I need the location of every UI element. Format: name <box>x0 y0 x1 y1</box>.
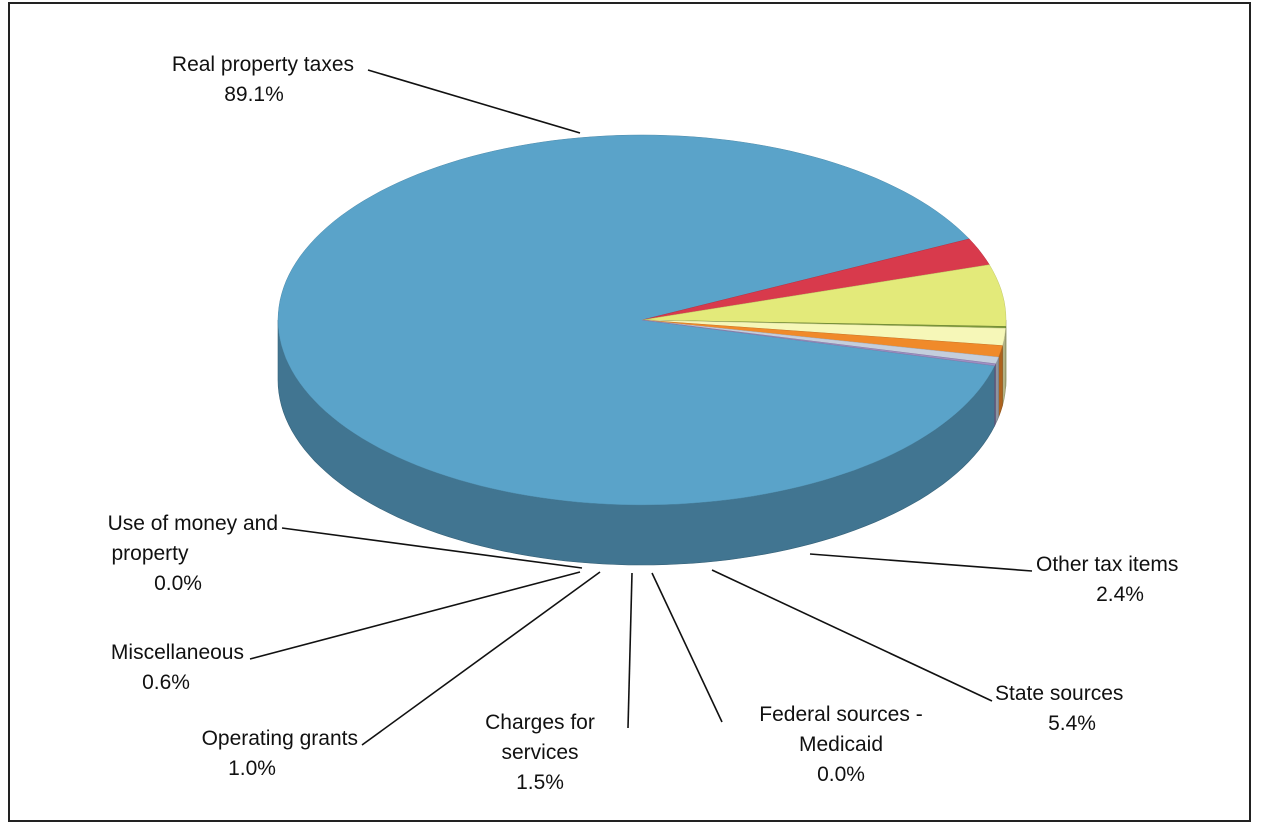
slice-value-other-tax-items: 2.4% <box>1096 583 1144 606</box>
leader-line-other-tax-items <box>810 554 1032 571</box>
slice-value-real-property-taxes: 89.1% <box>224 83 284 106</box>
slice-value-charges-for-services: 1.5% <box>516 771 564 794</box>
leader-line-miscellaneous <box>250 572 580 659</box>
slice-label-use-of-money-and-property: Use of money and <box>108 512 278 535</box>
slice-label-federal-sources-medicaid: Federal sources - <box>759 703 922 726</box>
slice-value-miscellaneous: 0.6% <box>142 671 190 694</box>
slice-value-state-sources: 5.4% <box>1048 712 1096 735</box>
pie-side-use-of-money-and-property <box>995 364 996 426</box>
pie-side-operating-grants <box>999 346 1003 418</box>
pie-side-miscellaneous <box>996 357 999 424</box>
slice-label-federal-sources-medicaid: Medicaid <box>799 733 883 756</box>
revenue-pie-chart: Real property taxes 89.1% Other tax items 2… <box>0 0 1278 799</box>
leader-line-federal-sources-medicaid <box>652 573 722 722</box>
leader-line-state-sources <box>712 570 992 701</box>
slice-value-use-of-money-and-property: 0.0% <box>154 572 202 595</box>
leader-line-real-property-taxes <box>368 70 580 133</box>
slice-label-state-sources: State sources <box>995 682 1123 705</box>
slice-label-real-property-taxes: Real property taxes <box>172 53 354 76</box>
slice-label-other-tax-items: Other tax items <box>1036 553 1178 576</box>
slice-label-miscellaneous: Miscellaneous <box>111 641 244 664</box>
slice-label-use-of-money-and-property: property <box>111 542 189 565</box>
slice-value-federal-sources-medicaid: 0.0% <box>817 763 865 786</box>
slice-label-charges-for-services: Charges for <box>485 711 595 734</box>
slice-label-operating-grants: Operating grants <box>202 727 358 750</box>
leader-line-charges-for-services <box>628 573 632 728</box>
slice-label-charges-for-services: services <box>501 741 578 764</box>
slice-value-operating-grants: 1.0% <box>228 757 276 780</box>
